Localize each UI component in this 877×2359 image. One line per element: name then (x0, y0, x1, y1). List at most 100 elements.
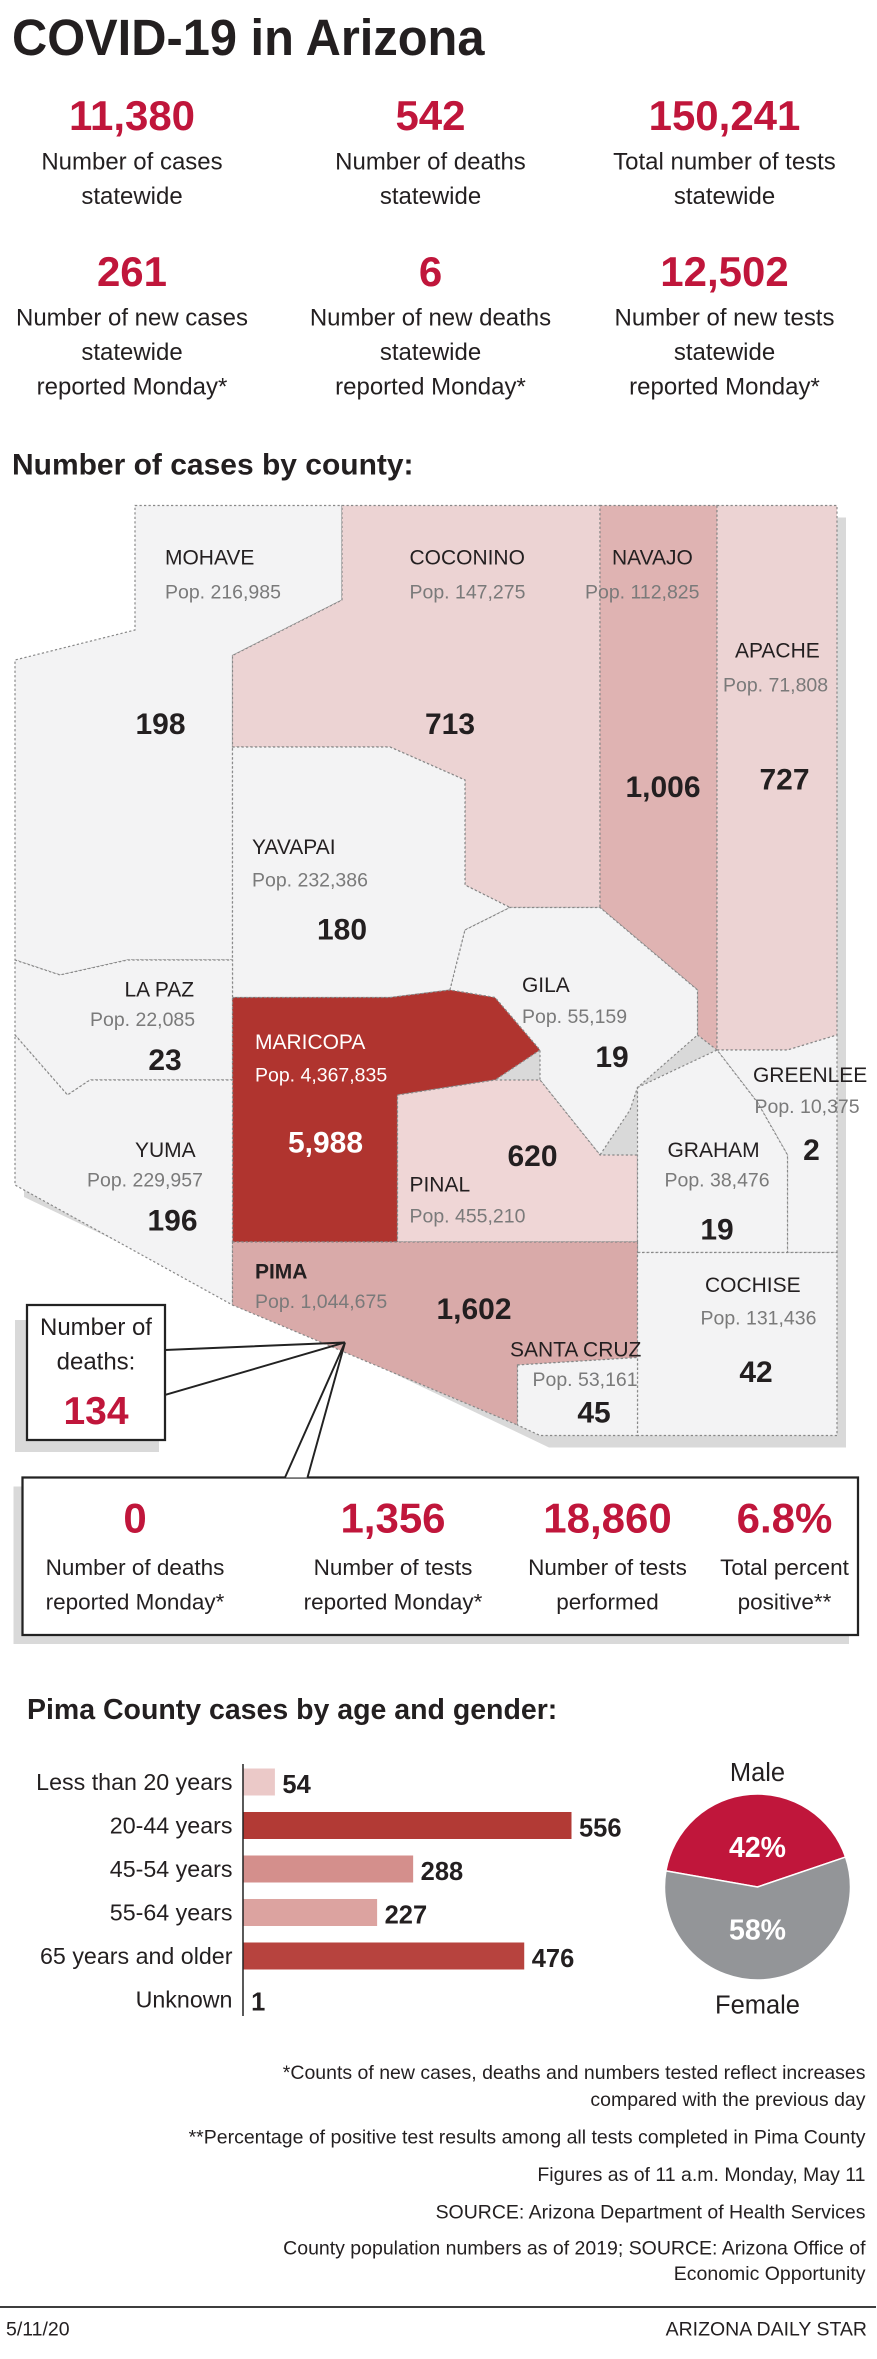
county-cases: 196 (147, 1204, 197, 1237)
stat-label: Total number of tests (613, 149, 836, 176)
bar-category: 55-64 years (110, 1899, 233, 1925)
bar-value-label: 1 (251, 1988, 265, 2016)
county-name: YUMA (135, 1139, 196, 1162)
bar-category: 20-44 years (110, 1812, 233, 1838)
county-population: Pop. 229,957 (87, 1169, 203, 1191)
bar-value-label: 556 (579, 1814, 622, 1842)
county (14, 1033, 234, 1307)
county (636, 1251, 838, 1437)
bar-value-label: 476 (532, 1945, 575, 1973)
county-population: Pop. 55,159 (522, 1006, 627, 1028)
legend-label: Male (730, 1759, 785, 1787)
pima-stat-value: 0 (123, 1494, 146, 1541)
stat-value: 6 (419, 248, 442, 295)
stat-label: statewide (674, 183, 775, 210)
footer-date: 5/11/20 (6, 2318, 70, 2340)
county-name: PINAL (409, 1173, 470, 1196)
note: Figures as of 11 a.m. Monday, May 11 (537, 2164, 865, 2186)
pima-box (21, 1476, 860, 1637)
bar (242, 1855, 414, 1883)
section-heading: Number of cases by county: (12, 449, 414, 482)
callout-label: deaths: (57, 1348, 136, 1375)
pima-stat-label: Number of tests (528, 1555, 687, 1580)
county (636, 1049, 789, 1254)
county (449, 906, 699, 1157)
callout-pointer (164, 1341, 346, 1396)
county-population: Pop. 38,476 (664, 1169, 769, 1191)
county-population: Pop. 455,210 (409, 1205, 525, 1227)
pima-stat-label: reported Monday* (304, 1589, 483, 1614)
county-population: Pop. 147,275 (409, 582, 525, 604)
county-cases: 19 (700, 1213, 733, 1246)
title: COVID-19 in Arizona (12, 9, 485, 66)
county-cases: 713 (425, 708, 475, 741)
stat-label: statewide (380, 339, 481, 366)
pie-slice (665, 1793, 847, 1888)
bar-value-label: 288 (421, 1858, 464, 1886)
county-population: Pop. 232,386 (252, 869, 368, 891)
note: *Counts of new cases, deaths and numbers… (283, 2062, 866, 2084)
note: **Percentage of positive test results am… (189, 2126, 866, 2148)
stat-label: statewide (81, 339, 182, 366)
section-heading: Pima County cases by age and gender: (27, 1694, 557, 1726)
pima-stat-label: performed (556, 1589, 658, 1614)
pie-value-label: 42% (729, 1832, 786, 1864)
stat-value: 150,241 (649, 92, 801, 139)
footer-source: ARIZONA DAILY STAR (666, 2318, 867, 2340)
county-name: GRAHAM (667, 1139, 759, 1162)
county-name: APACHE (735, 640, 820, 663)
pie-slice (663, 1856, 852, 1981)
bar (242, 1768, 275, 1796)
county-cases: 23 (148, 1044, 181, 1077)
pima-stat-value: 18,860 (543, 1494, 671, 1541)
county-cases: 620 (507, 1140, 557, 1173)
stat-label: statewide (81, 183, 182, 210)
bar-category: 45-54 years (110, 1856, 233, 1882)
pima-stat-label: Number of tests (314, 1555, 473, 1580)
county-cases: 1,006 (625, 771, 700, 804)
pie-value-label: 58% (729, 1914, 786, 1946)
stat-label: Number of new cases (16, 305, 248, 332)
callout-label: Number of (40, 1314, 152, 1341)
county-population: Pop. 1,044,675 (255, 1291, 387, 1313)
legend-label: Female (715, 1991, 800, 2019)
county (516, 1356, 639, 1437)
stat-label: Number of deaths (335, 149, 526, 176)
stat-label: reported Monday* (335, 374, 526, 401)
stat-label: Number of new tests (615, 305, 835, 332)
bar (242, 1811, 572, 1839)
pima-stat-value: 1,356 (340, 1494, 445, 1541)
county-population: Pop. 10,375 (754, 1096, 859, 1118)
county-cases: 2 (803, 1134, 820, 1167)
county-cases: 45 (577, 1396, 610, 1429)
callout-box (25, 1303, 167, 1442)
county-name: SANTA CRUZ (510, 1338, 642, 1361)
county-cases: 5,988 (288, 1126, 363, 1159)
bar-category: Less than 20 years (36, 1769, 232, 1795)
note: County population numbers as of 2019; SO… (283, 2237, 866, 2259)
county-cases: 42 (739, 1356, 772, 1389)
stat-label: Number of new deaths (310, 305, 551, 332)
pointer (284, 1342, 346, 1478)
bar (242, 1898, 378, 1926)
county-name: GILA (522, 974, 570, 997)
county-population: Pop. 131,436 (700, 1307, 816, 1329)
stat-label: Number of cases (41, 149, 222, 176)
county-population: Pop. 4,367,835 (255, 1064, 387, 1086)
stat-value: 542 (395, 92, 465, 139)
county-cases: 180 (317, 913, 367, 946)
county-population: Pop. 71,808 (723, 675, 828, 697)
county-population: Pop. 22,085 (90, 1009, 195, 1031)
county-population: Pop. 53,161 (532, 1369, 637, 1391)
county-name: YAVAPAI (252, 836, 336, 859)
county-name: MOHAVE (165, 547, 254, 570)
county-name: COCHISE (705, 1274, 801, 1297)
bar-value-label: 54 (282, 1771, 311, 1799)
stat-label: reported Monday* (37, 374, 228, 401)
pima-stat-label: Total percent (720, 1555, 849, 1580)
pima-stat-label: reported Monday* (46, 1589, 225, 1614)
county-population: Pop. 112,825 (585, 582, 700, 604)
note: Economic Opportunity (674, 2263, 866, 2285)
